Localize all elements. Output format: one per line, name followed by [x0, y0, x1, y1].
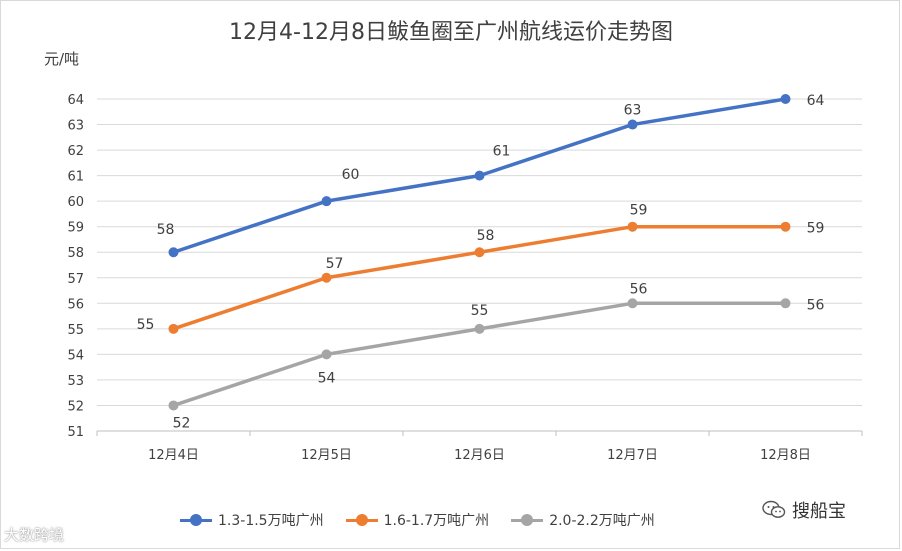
legend: 1.3-1.5万吨广州 1.6-1.7万吨广州 2.0-2.2万吨广州	[180, 510, 655, 530]
data-point	[321, 349, 332, 360]
x-tick-label: 12月7日	[607, 448, 658, 463]
data-label: 58	[157, 222, 175, 238]
y-axis-unit-label: 元/吨	[44, 50, 80, 68]
wechat-icon	[762, 499, 786, 521]
data-point	[627, 119, 638, 130]
watermark-right: 搜船宝	[762, 497, 846, 523]
chart-title: 12月4-12月8日鲅鱼圈至广州航线运价走势图	[229, 20, 673, 45]
legend-swatch	[511, 514, 544, 526]
data-point	[780, 298, 791, 309]
legend-swatch	[180, 514, 212, 526]
data-label: 56	[807, 297, 825, 313]
legend-item: 2.0-2.2万吨广州	[511, 510, 655, 530]
data-label: 57	[326, 256, 344, 272]
legend-swatch	[345, 514, 378, 526]
y-tick-label: 51	[67, 425, 84, 440]
y-tick-label: 58	[67, 246, 84, 261]
data-point	[627, 298, 638, 309]
y-tick-label: 62	[67, 144, 84, 159]
series-lines	[168, 94, 791, 411]
y-tick-label: 56	[67, 297, 84, 312]
data-label: 56	[630, 281, 648, 297]
y-tick-label: 63	[67, 119, 84, 134]
data-point	[168, 247, 179, 258]
data-label: 55	[137, 317, 155, 333]
data-label: 54	[318, 370, 336, 386]
watermark-left: 大数跨境	[4, 526, 65, 544]
y-tick-label: 55	[67, 323, 84, 338]
data-point	[321, 196, 332, 207]
watermark-right-text: 搜船宝	[792, 501, 846, 522]
x-tick-labels: 12月4日 12月5日 12月6日 12月7日 12月8日	[148, 448, 811, 463]
data-label: 63	[624, 103, 642, 119]
y-tick-labels: 51 52 53 54 55 56 57 58 59 60 61 62 63 64	[67, 93, 84, 440]
legend-item: 1.3-1.5万吨广州	[180, 510, 324, 530]
data-label: 55	[471, 303, 489, 319]
data-point	[474, 247, 485, 258]
data-label: 64	[807, 93, 825, 109]
data-point	[168, 323, 179, 334]
data-label: 59	[807, 221, 825, 237]
x-tick-label: 12月5日	[301, 448, 352, 463]
data-point	[474, 170, 485, 181]
x-tick-label: 12月8日	[760, 448, 811, 463]
data-point	[780, 94, 791, 104]
data-label: 52	[173, 415, 191, 431]
data-point	[474, 323, 485, 334]
data-point	[627, 221, 638, 232]
y-tick-label: 52	[67, 399, 84, 414]
gridlines	[96, 98, 863, 436]
data-label: 59	[630, 203, 648, 219]
legend-label: 2.0-2.2万吨广州	[549, 513, 655, 529]
y-tick-label: 64	[67, 93, 84, 108]
x-tick-label: 12月6日	[454, 448, 505, 463]
y-tick-label: 61	[67, 170, 84, 185]
y-tick-label: 57	[67, 272, 84, 287]
legend-item: 1.6-1.7万吨广州	[345, 510, 490, 530]
data-point	[321, 272, 332, 283]
data-point	[780, 221, 791, 232]
legend-label: 1.6-1.7万吨广州	[383, 513, 490, 529]
data-label: 60	[342, 167, 360, 183]
y-tick-label: 54	[67, 348, 84, 363]
data-point	[168, 400, 179, 411]
x-tick-label: 12月4日	[148, 448, 199, 463]
data-label: 61	[493, 144, 511, 160]
data-label: 58	[477, 228, 495, 244]
y-tick-label: 59	[67, 221, 84, 236]
data-labels: 58 60 61 63 64 55 57 58 59 59 52 54 55 56 56	[137, 93, 825, 431]
y-tick-label: 53	[67, 374, 84, 389]
y-tick-label: 60	[67, 195, 84, 210]
legend-label: 1.3-1.5万吨广州	[218, 513, 324, 529]
